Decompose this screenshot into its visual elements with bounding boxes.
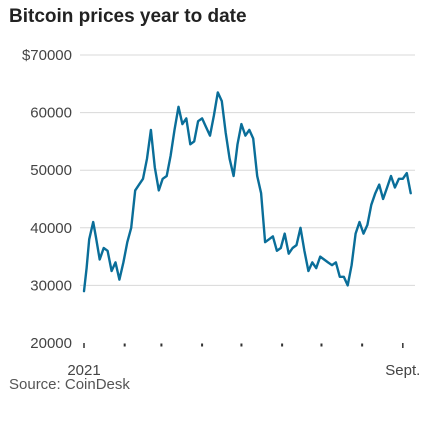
x-axis: 2021 Sept. [67, 343, 420, 379]
gridlines [80, 54, 415, 286]
month-tick [281, 343, 284, 347]
y-tick-label-70000: $70000 [22, 47, 72, 64]
x-tick-Sept. [402, 343, 404, 348]
price-line [82, 91, 412, 293]
y-tick-label-40000: 40000 [30, 220, 72, 237]
month-tick [201, 343, 204, 347]
month-tick [240, 343, 243, 347]
y-axis: $70000 60000 50000 40000 30000 20000 [22, 47, 72, 352]
chart-title: Bitcoin prices year to date [9, 6, 247, 27]
x-tick-label-Sept.: Sept. [385, 362, 420, 379]
y-tick-label-30000: 30000 [30, 277, 72, 294]
month-tick [361, 343, 364, 347]
source-note: Source: CoinDesk [9, 376, 130, 393]
month-tick [160, 343, 163, 347]
month-tick [123, 343, 126, 347]
y-tick-label-50000: 50000 [30, 162, 72, 179]
y-tick-label-20000: 20000 [30, 335, 72, 352]
x-tick-label-2021: 2021 [67, 362, 100, 379]
month-tick [320, 343, 323, 347]
y-tick-label-60000: 60000 [30, 105, 72, 122]
x-tick-2021 [83, 343, 85, 348]
